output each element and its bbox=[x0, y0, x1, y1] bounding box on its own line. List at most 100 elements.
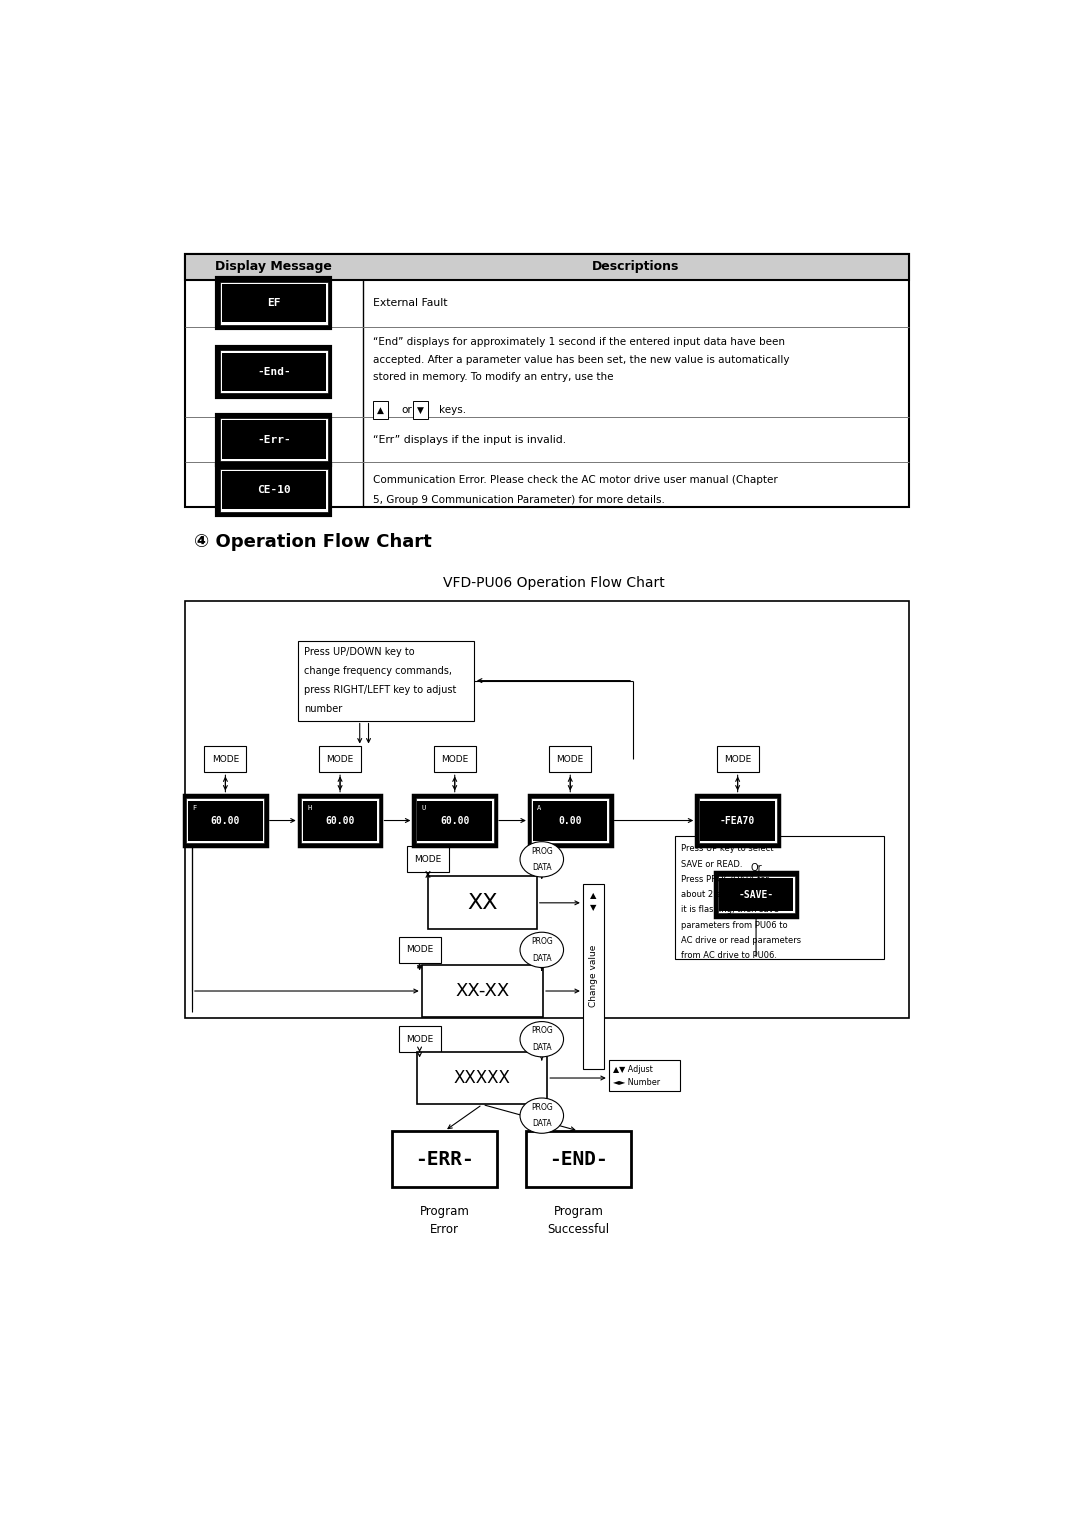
Text: “Err” displays if the input is invalid.: “Err” displays if the input is invalid. bbox=[374, 435, 567, 444]
FancyBboxPatch shape bbox=[529, 794, 611, 846]
FancyBboxPatch shape bbox=[392, 1132, 497, 1188]
FancyBboxPatch shape bbox=[186, 600, 909, 1019]
Text: SAVE or READ.: SAVE or READ. bbox=[680, 860, 742, 869]
FancyBboxPatch shape bbox=[407, 846, 449, 872]
Text: about 2 seconds or until: about 2 seconds or until bbox=[680, 890, 783, 899]
FancyBboxPatch shape bbox=[188, 800, 262, 840]
Text: -SAVE-: -SAVE- bbox=[739, 890, 773, 899]
Text: H: H bbox=[307, 805, 311, 811]
FancyBboxPatch shape bbox=[373, 402, 388, 418]
FancyBboxPatch shape bbox=[184, 794, 267, 846]
FancyBboxPatch shape bbox=[719, 878, 793, 912]
Ellipse shape bbox=[521, 1098, 564, 1133]
Text: -FEA70: -FEA70 bbox=[720, 815, 755, 826]
FancyBboxPatch shape bbox=[399, 1026, 441, 1052]
Ellipse shape bbox=[521, 1022, 564, 1057]
Ellipse shape bbox=[521, 841, 564, 876]
Text: number: number bbox=[305, 704, 342, 713]
Text: -Err-: -Err- bbox=[257, 435, 291, 444]
Text: -ERR-: -ERR- bbox=[416, 1150, 474, 1168]
Text: from AC drive to PU06.: from AC drive to PU06. bbox=[680, 951, 777, 960]
Text: MODE: MODE bbox=[724, 754, 752, 764]
Text: accepted. After a parameter value has been set, the new value is automatically: accepted. After a parameter value has be… bbox=[374, 354, 789, 365]
Text: parameters from PU06 to: parameters from PU06 to bbox=[680, 921, 787, 930]
Text: AC drive or read parameters: AC drive or read parameters bbox=[680, 936, 801, 945]
FancyBboxPatch shape bbox=[399, 938, 441, 964]
Text: MODE: MODE bbox=[441, 754, 469, 764]
FancyBboxPatch shape bbox=[298, 641, 474, 721]
Text: DATA: DATA bbox=[532, 863, 552, 872]
Text: Descriptions: Descriptions bbox=[592, 260, 679, 273]
Text: EF: EF bbox=[267, 298, 281, 308]
Text: PROG: PROG bbox=[531, 1102, 553, 1112]
Text: Or: Or bbox=[751, 863, 761, 872]
Text: XX-XX: XX-XX bbox=[456, 982, 510, 1000]
Text: ▲▼ Adjust: ▲▼ Adjust bbox=[613, 1064, 652, 1073]
Ellipse shape bbox=[521, 931, 564, 968]
FancyBboxPatch shape bbox=[221, 470, 326, 508]
FancyBboxPatch shape bbox=[717, 876, 795, 913]
Text: ▲: ▲ bbox=[377, 406, 383, 415]
Text: press RIGHT/LEFT key to adjust: press RIGHT/LEFT key to adjust bbox=[305, 686, 457, 695]
Text: 60.00: 60.00 bbox=[211, 815, 240, 826]
Text: MODE: MODE bbox=[212, 754, 239, 764]
Text: 60.00: 60.00 bbox=[440, 815, 470, 826]
FancyBboxPatch shape bbox=[697, 794, 779, 846]
Text: MODE: MODE bbox=[326, 754, 353, 764]
Text: External Fault: External Fault bbox=[374, 298, 448, 308]
Text: ▼: ▼ bbox=[417, 406, 423, 415]
FancyBboxPatch shape bbox=[534, 800, 607, 840]
Text: it is flashing, then save: it is flashing, then save bbox=[680, 906, 779, 915]
Text: 60.00: 60.00 bbox=[325, 815, 354, 826]
Text: “End” displays for approximately 1 second if the entered input data have been: “End” displays for approximately 1 secon… bbox=[374, 337, 785, 347]
FancyBboxPatch shape bbox=[414, 794, 496, 846]
Text: U: U bbox=[421, 805, 426, 811]
Text: 5, Group 9 Communication Parameter) for more details.: 5, Group 9 Communication Parameter) for … bbox=[374, 495, 665, 505]
Text: -END-: -END- bbox=[550, 1150, 608, 1168]
FancyBboxPatch shape bbox=[416, 799, 494, 843]
FancyBboxPatch shape bbox=[583, 884, 604, 1069]
FancyBboxPatch shape bbox=[609, 1060, 680, 1090]
FancyBboxPatch shape bbox=[320, 747, 361, 773]
FancyBboxPatch shape bbox=[302, 800, 377, 840]
Text: CE-10: CE-10 bbox=[257, 486, 291, 495]
Text: XX: XX bbox=[468, 893, 498, 913]
Text: PROG: PROG bbox=[531, 846, 553, 855]
Text: ▼: ▼ bbox=[590, 902, 596, 912]
Text: keys.: keys. bbox=[438, 405, 465, 415]
FancyBboxPatch shape bbox=[418, 1052, 548, 1104]
Text: or: or bbox=[401, 405, 411, 415]
FancyBboxPatch shape bbox=[220, 351, 328, 394]
Text: DATA: DATA bbox=[532, 1119, 552, 1128]
Text: VFD-PU06 Operation Flow Chart: VFD-PU06 Operation Flow Chart bbox=[443, 576, 664, 589]
FancyBboxPatch shape bbox=[217, 347, 330, 397]
Text: A: A bbox=[537, 805, 541, 811]
Text: Program: Program bbox=[554, 1205, 604, 1219]
FancyBboxPatch shape bbox=[715, 872, 797, 916]
FancyBboxPatch shape bbox=[217, 278, 330, 328]
FancyBboxPatch shape bbox=[701, 800, 774, 840]
Text: MODE: MODE bbox=[556, 754, 584, 764]
Text: stored in memory. To modify an entry, use the: stored in memory. To modify an entry, us… bbox=[374, 373, 615, 382]
Text: MODE: MODE bbox=[415, 855, 442, 864]
FancyBboxPatch shape bbox=[221, 284, 326, 322]
Text: DATA: DATA bbox=[532, 1043, 552, 1052]
FancyBboxPatch shape bbox=[220, 281, 328, 325]
FancyBboxPatch shape bbox=[421, 965, 543, 1017]
FancyBboxPatch shape bbox=[526, 1132, 631, 1188]
Text: Press UP key to select: Press UP key to select bbox=[680, 844, 773, 854]
FancyBboxPatch shape bbox=[204, 747, 246, 773]
FancyBboxPatch shape bbox=[550, 747, 591, 773]
Text: change frequency commands,: change frequency commands, bbox=[305, 666, 453, 676]
Text: ④ Operation Flow Chart: ④ Operation Flow Chart bbox=[193, 533, 431, 551]
FancyBboxPatch shape bbox=[717, 747, 758, 773]
FancyBboxPatch shape bbox=[217, 466, 330, 515]
FancyBboxPatch shape bbox=[220, 418, 328, 461]
Text: -End-: -End- bbox=[257, 366, 291, 377]
FancyBboxPatch shape bbox=[413, 402, 428, 418]
FancyBboxPatch shape bbox=[434, 747, 475, 773]
FancyBboxPatch shape bbox=[187, 799, 265, 843]
Text: PROG: PROG bbox=[531, 1026, 553, 1035]
FancyBboxPatch shape bbox=[217, 414, 330, 464]
Text: Change value: Change value bbox=[589, 945, 597, 1008]
